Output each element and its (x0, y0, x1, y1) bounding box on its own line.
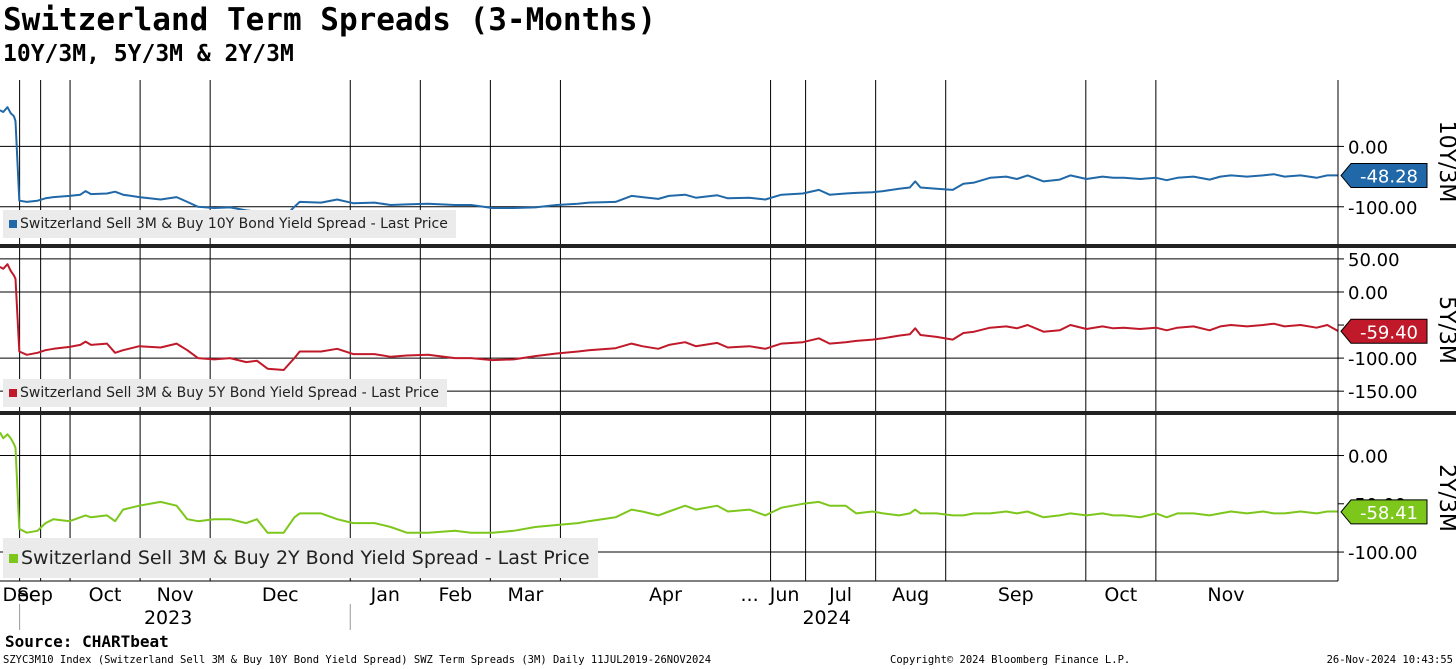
y-tick-label: -100.00 (1348, 543, 1417, 564)
y-tick-label: 0.00 (1348, 137, 1388, 158)
x-tick-label: Sep (998, 584, 1034, 606)
x-tick-label: Nov (1207, 584, 1244, 606)
x-tick-label: Aug (892, 584, 929, 606)
legend-10y-label: Switzerland Sell 3M & Buy 10Y Bond Yield… (20, 216, 448, 232)
x-tick-label: Jun (769, 584, 800, 606)
x-tick-label: Dec (2, 584, 39, 606)
last-price-label: -48.28 (1360, 167, 1418, 188)
panel-separator-0 (0, 244, 1456, 248)
legend-2y-label: Switzerland Sell 3M & Buy 2Y Bond Yield … (21, 547, 590, 569)
chart-subtitle: 10Y/3M, 5Y/3M & 2Y/3M (3, 41, 294, 67)
x-tick-label: Nov (157, 584, 194, 606)
panel-axis-label: 2Y/3M (1434, 464, 1456, 532)
footer-index-info: SZYC3M10 Index (Switzerland Sell 3M & Bu… (3, 654, 712, 666)
x-tick-label: Jul (828, 584, 852, 606)
legend-2y: Switzerland Sell 3M & Buy 2Y Bond Yield … (3, 538, 598, 578)
x-year-label: 2023 (144, 607, 192, 629)
legend-10y-swatch (9, 220, 17, 228)
y-tick-label: -150.00 (1348, 382, 1417, 403)
y-tick-label: 0.00 (1348, 283, 1388, 304)
y-tick-label: -100.00 (1348, 349, 1417, 370)
x-tick-label: Jan (370, 584, 400, 606)
y-tick-label: 50.00 (1348, 250, 1400, 271)
footer-timestamp: 26-Nov-2024 10:43:55 (1326, 654, 1453, 666)
legend-10y: Switzerland Sell 3M & Buy 10Y Bond Yield… (3, 210, 456, 238)
x-tick-label: Oct (1104, 584, 1137, 606)
series-line-10Y-3M (0, 106, 1338, 219)
panel-separator-1 (0, 411, 1456, 415)
x-tick-label: Apr (649, 584, 682, 606)
y-tick-label: 0.00 (1348, 447, 1388, 468)
x-tick-label: Mar (507, 584, 543, 606)
source-note: Source: CHARTbeat (5, 632, 169, 651)
footer-copyright: Copyright© 2024 Bloomberg Finance L.P. (890, 654, 1131, 666)
legend-5y-label: Switzerland Sell 3M & Buy 5Y Bond Yield … (20, 385, 439, 401)
panel-axis-label: 10Y/3M (1434, 121, 1456, 203)
legend-5y-swatch (9, 389, 17, 397)
series-line-2Y-3M (0, 431, 1338, 534)
last-price-tag (1340, 499, 1428, 525)
last-price-tag (1340, 163, 1428, 189)
x-tick-label: Dec (262, 584, 299, 606)
last-price-label: -59.40 (1360, 322, 1418, 343)
legend-5y: Switzerland Sell 3M & Buy 5Y Bond Yield … (3, 379, 447, 407)
x-tick-label: Oct (89, 584, 122, 606)
last-price-label: -58.41 (1360, 503, 1418, 524)
chart-title: Switzerland Term Spreads (3-Months) (3, 2, 657, 38)
x-tick-label: Feb (439, 584, 473, 606)
legend-2y-swatch (9, 554, 18, 563)
panel-axis-label: 5Y/3M (1434, 296, 1456, 364)
series-line-5Y-3M (0, 263, 1339, 371)
x-tick-label: ... (740, 584, 758, 606)
x-year-label: 2024 (802, 607, 850, 629)
y-tick-label: -100.00 (1348, 198, 1417, 219)
last-price-tag (1340, 318, 1428, 344)
x-tick-label: Sep (17, 584, 53, 606)
